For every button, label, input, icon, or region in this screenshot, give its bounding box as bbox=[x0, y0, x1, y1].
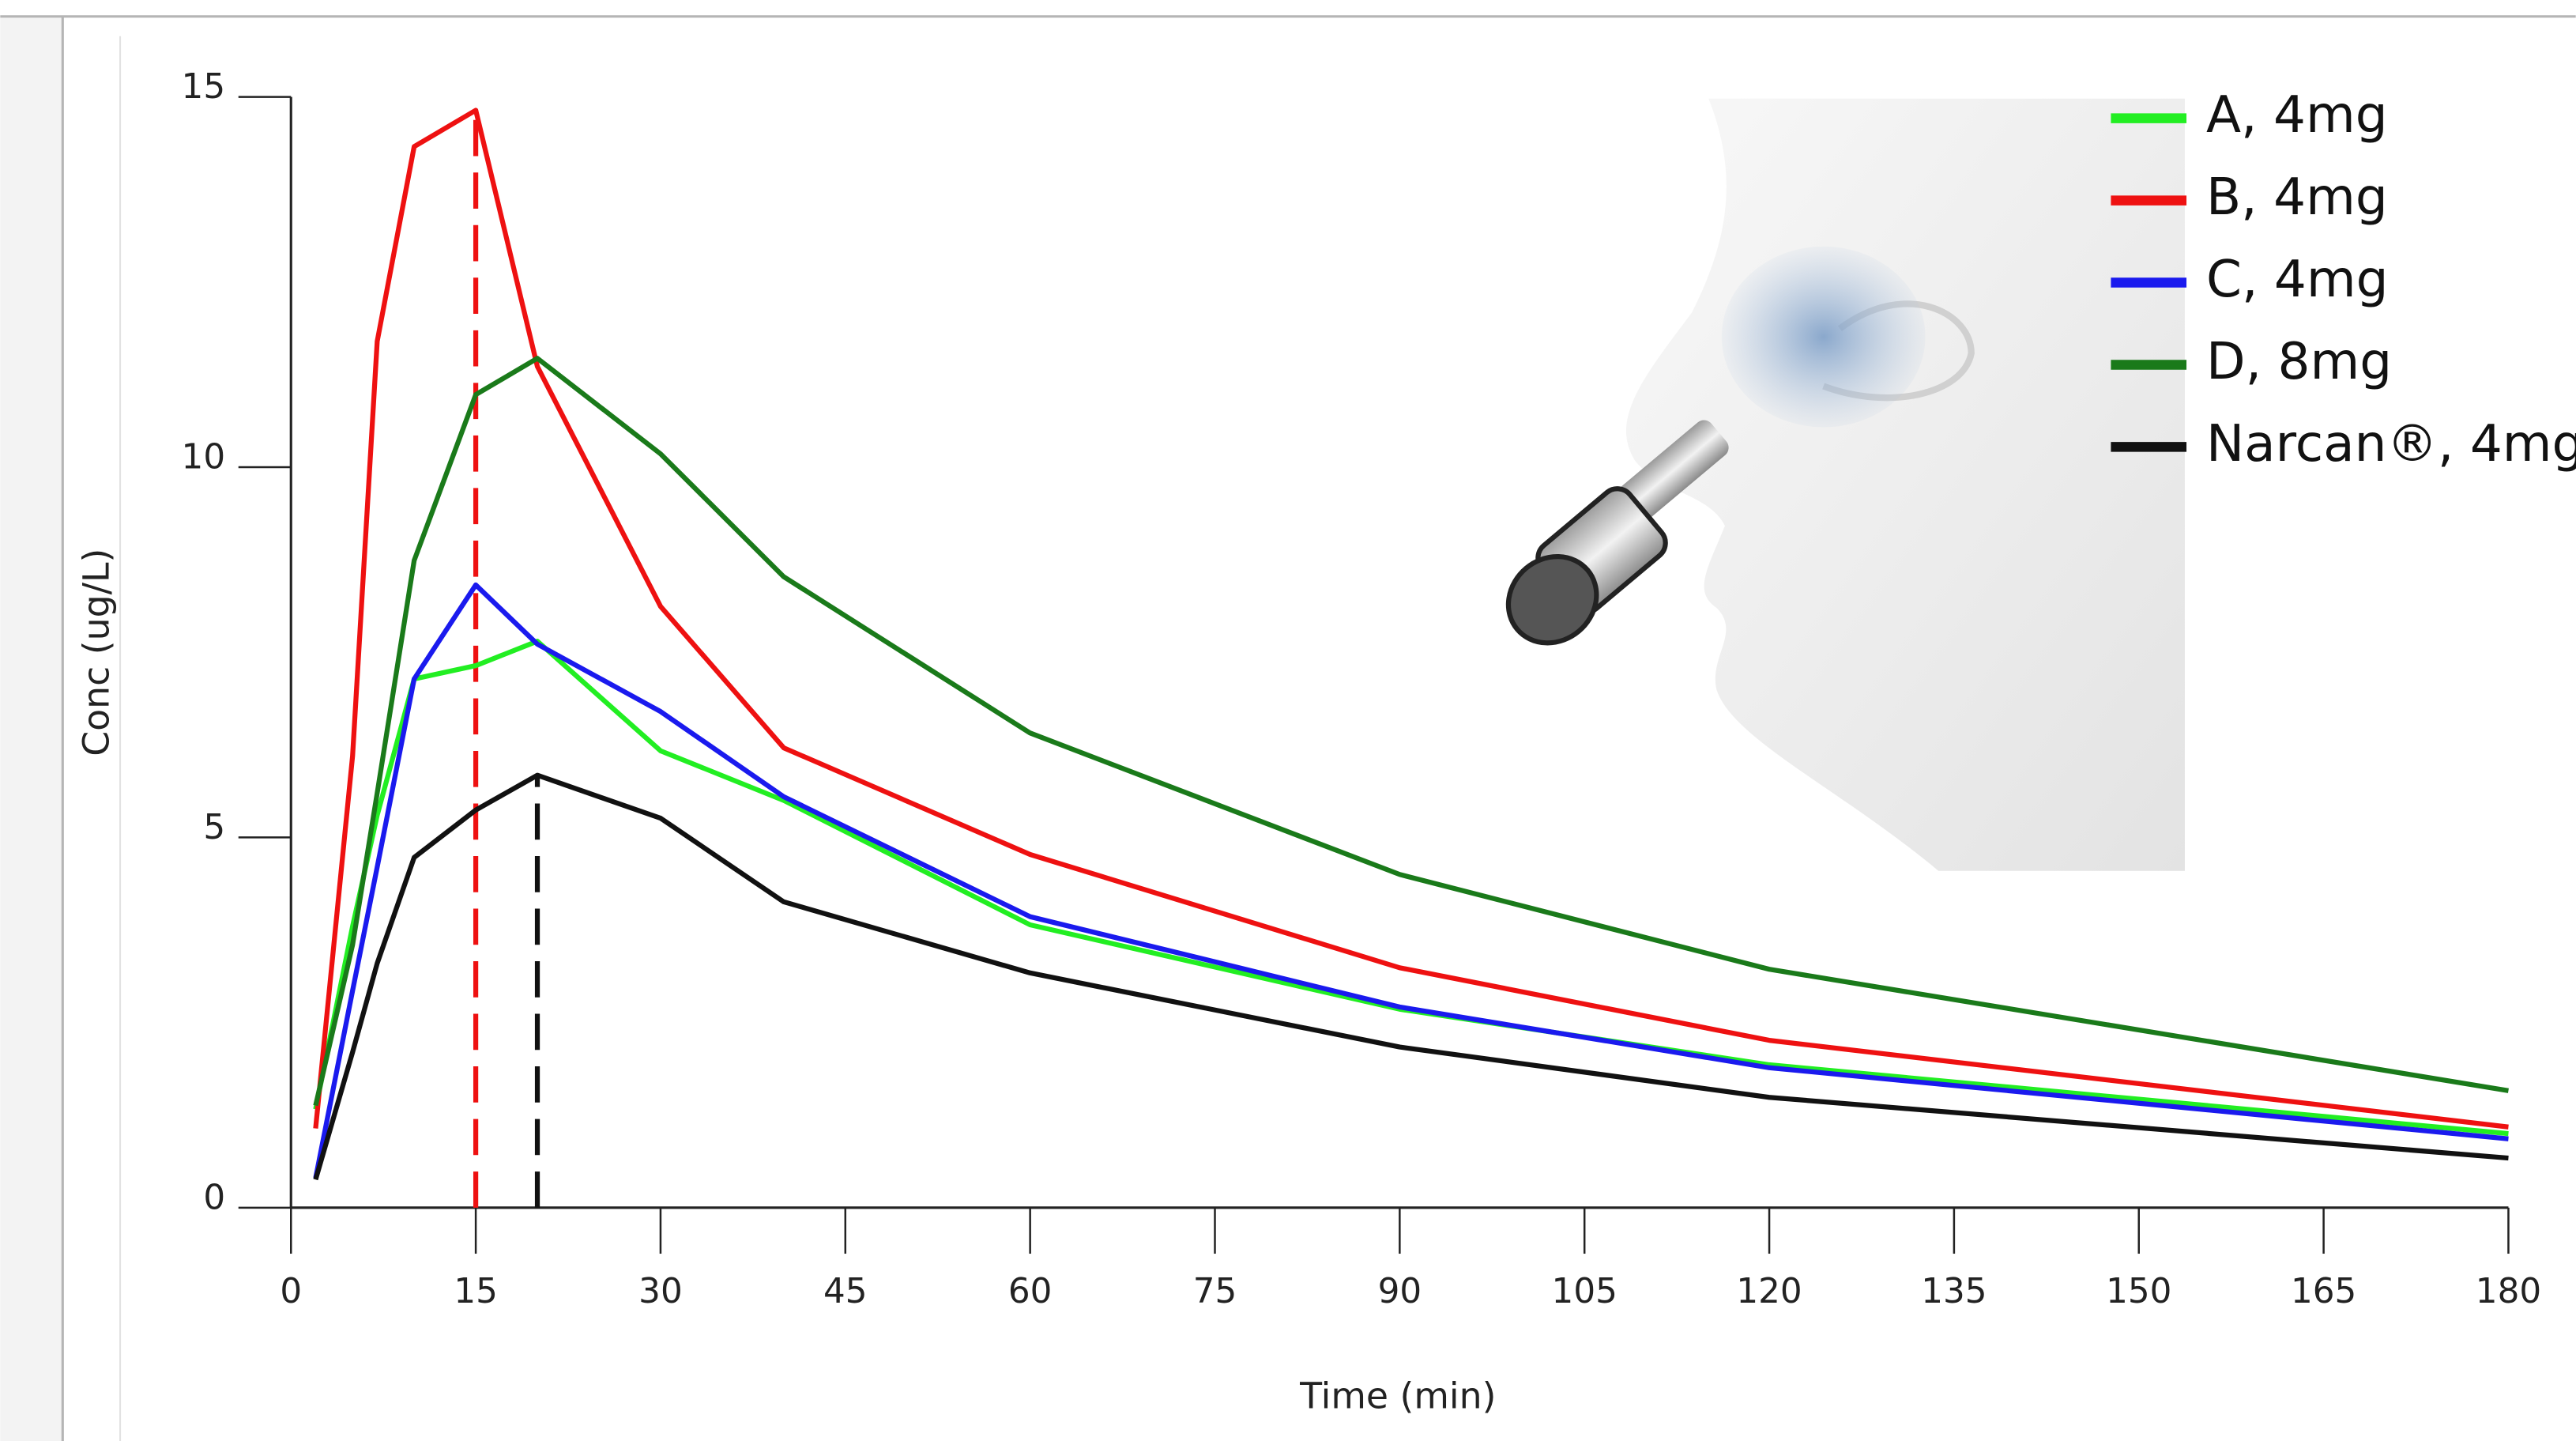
x-tick-label: 120 bbox=[1736, 1271, 1802, 1311]
x-tick-label: 165 bbox=[2291, 1271, 2356, 1311]
x-tick-label: 180 bbox=[2476, 1271, 2541, 1311]
x-tick-label: 75 bbox=[1193, 1271, 1237, 1311]
legend-label: A, 4mg bbox=[2206, 85, 2388, 145]
y-tick-label: 10 bbox=[182, 437, 226, 477]
x-tick-label: 150 bbox=[2106, 1271, 2171, 1311]
x-tick-label: 45 bbox=[823, 1271, 868, 1311]
x-axis-title: Time (min) bbox=[1299, 1375, 1496, 1416]
nose-illustration bbox=[1505, 98, 2185, 871]
legend-label: D, 8mg bbox=[2206, 332, 2392, 391]
x-tick-label: 0 bbox=[280, 1271, 302, 1311]
x-tick-label: 15 bbox=[454, 1271, 498, 1311]
x-tick-label: 30 bbox=[638, 1271, 683, 1311]
legend-label: B, 4mg bbox=[2206, 168, 2388, 227]
y-tick-label: 15 bbox=[182, 66, 226, 107]
series-line bbox=[313, 356, 2509, 1107]
x-tick-label: 90 bbox=[1378, 1271, 1422, 1311]
legend-label: Narcan®, 4mg bbox=[2206, 414, 2576, 473]
series-line bbox=[313, 108, 2509, 1130]
x-tick-label: 60 bbox=[1008, 1271, 1053, 1311]
x-tick-label: 135 bbox=[1921, 1271, 1987, 1311]
legend-label: C, 4mg bbox=[2206, 250, 2389, 309]
y-tick-label: 0 bbox=[203, 1177, 225, 1217]
side-panel bbox=[0, 16, 63, 1441]
x-tick-label: 105 bbox=[1552, 1271, 1618, 1311]
y-axis-title: Conc (ug/L) bbox=[76, 549, 118, 756]
series-line bbox=[313, 772, 2509, 1181]
y-tick-label: 5 bbox=[203, 807, 225, 847]
series-line bbox=[313, 582, 2509, 1179]
